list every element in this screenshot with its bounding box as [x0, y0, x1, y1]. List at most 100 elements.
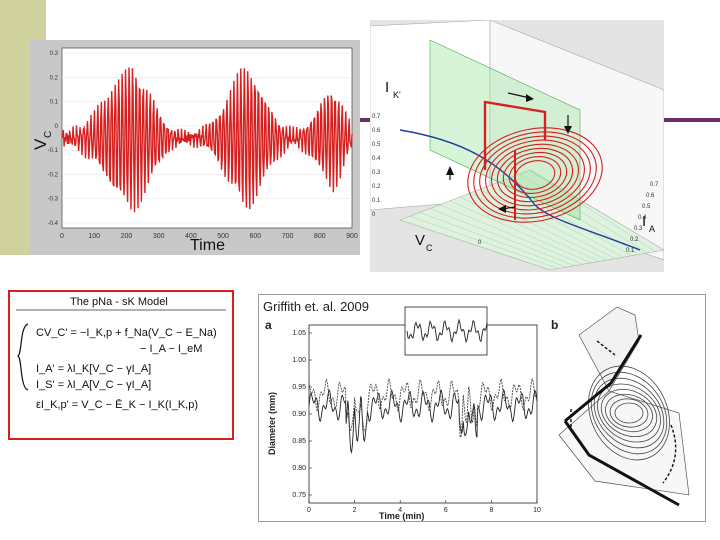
mesh-line — [499, 181, 631, 256]
mesh-line — [399, 219, 551, 271]
right-tick-label: 0.4 — [638, 215, 647, 221]
spiral-ring — [479, 135, 591, 215]
x-tick-label: 200 — [121, 233, 133, 240]
spiral-ring — [467, 127, 603, 223]
z-tick-label: 0.4 — [372, 156, 381, 162]
z-tick-label: 0 — [372, 212, 376, 218]
model-equations-svg: The pNa - sK Model CV_C' = −I_K,p + f_Na… — [16, 296, 226, 411]
y-tick-label: 1.00 — [292, 357, 306, 364]
x-tick-label: 500 — [217, 233, 229, 240]
eq4: εI_K,p' = V_C − Ē_K − I_K(I_K,p) — [36, 399, 198, 411]
arrowhead-left-bottom — [498, 205, 506, 213]
y-tick-label: -0.2 — [48, 172, 59, 178]
vc-label-sub: C — [426, 243, 433, 253]
z-tick-label: 0.3 — [372, 170, 381, 176]
b-heavy-curve-bottom — [563, 420, 680, 507]
b-spiral-ring — [597, 383, 661, 443]
right-tick-label: 0.2 — [630, 237, 639, 243]
b-spiral-ring — [588, 365, 670, 461]
griffith-svg: Griffith et. al. 2009 a b 1.05 1.00 0.95 0.… — [263, 299, 690, 521]
x-axis-label: Time — [190, 237, 225, 254]
x-tick-label: 6 — [444, 507, 448, 514]
b-arrow-right — [662, 424, 677, 484]
green-plane — [429, 39, 581, 221]
credit-text: Griffith et. al. 2009 — [263, 299, 369, 314]
x-tick-label: 0 — [307, 507, 311, 514]
inset-trace — [406, 318, 488, 344]
mesh-line — [479, 189, 615, 259]
y-tick-label: 0.80 — [292, 465, 306, 472]
mesh-line — [429, 208, 575, 266]
phase-3d-svg: 0.7 0.6 0.5 0.4 0.3 0.2 0.1 0 0.7 0.6 0.5 0.4 0.3 0.… — [369, 19, 665, 271]
spiral-ring — [485, 139, 585, 211]
diameter-trace-2 — [308, 377, 538, 438]
b-spiral-ring — [593, 377, 665, 449]
y-tick-label: -0.4 — [48, 221, 59, 227]
y-axis-label-sub: C — [43, 131, 54, 138]
mesh-line — [439, 204, 583, 265]
diameter-trace-1 — [308, 388, 538, 455]
arrowhead-down-right — [564, 126, 572, 134]
spiral-ring — [502, 151, 568, 199]
x-tick-label: 0 — [60, 233, 64, 240]
z-tick-label: 0.1 — [372, 198, 381, 204]
eq2: I_A' = λI_K[V_C − γI_A] — [36, 363, 151, 375]
ia-label-sub: A — [649, 224, 655, 234]
ia-label: I — [642, 213, 646, 230]
b-spiral-ring — [605, 393, 653, 433]
b-spiral-ring — [590, 371, 668, 455]
y-tick-label: 0 — [55, 124, 59, 130]
accent-line-right — [662, 118, 720, 122]
accent-line-left — [360, 118, 374, 122]
x-tick-label: 300 — [153, 233, 165, 240]
x-tick-label: 800 — [314, 233, 326, 240]
b-arrow-top — [596, 340, 616, 356]
right-tick-label: 0.3 — [634, 226, 643, 232]
right-tick-label: 0.5 — [642, 204, 651, 210]
model-title: The pNa - sK Model — [70, 296, 168, 308]
b-surface-bottom — [558, 390, 690, 496]
eq1b: − I_A − I_eM — [140, 343, 202, 355]
red-loop-upper — [483, 100, 547, 170]
y-tick-label: -0.1 — [48, 148, 59, 154]
ik-label: I — [385, 79, 389, 96]
y-axis-label-a: Diameter (mm) — [267, 392, 277, 455]
arrowhead-up-left — [446, 166, 454, 175]
y-tick-label: 0.3 — [50, 51, 59, 57]
b-spiral-ring — [614, 402, 644, 424]
model-equations-box: The pNa - sK Model CV_C' = −I_K,p + f_Na… — [8, 290, 234, 440]
b-heavy-curve-top — [564, 334, 643, 423]
right-tick-label: 0.6 — [646, 193, 655, 199]
b-surface-top — [578, 306, 640, 392]
x-tick-label: 900 — [346, 233, 358, 240]
vc-time-chart: 0.3 0.2 0.1 0 -0.1 -0.2 -0.3 -0.4 0 100 200 300 400… — [30, 40, 360, 255]
vc-label: V — [415, 232, 425, 249]
spiral-ring — [508, 156, 562, 194]
mesh-line — [409, 216, 559, 269]
eq1a: CV_C' = −I_K,p + f_Na(V_C − E_Na) — [36, 327, 217, 339]
inset-zoom — [404, 306, 488, 356]
eq3: I_S' = λI_A[V_C − γI_A] — [36, 379, 151, 391]
vc-time-svg: 0.3 0.2 0.1 0 -0.1 -0.2 -0.3 -0.4 0 100 200 300 400… — [31, 47, 358, 254]
phase-3d-chart: 0.7 0.6 0.5 0.4 0.3 0.2 0.1 0 0.7 0.6 0.5 0.4 0.3 0.… — [369, 19, 665, 272]
griffith-figure: Griffith et. al. 2009 a b 1.05 1.00 0.95 0.… — [258, 294, 706, 522]
y-tick-label: 0.75 — [292, 492, 306, 499]
y-tick-label: 0.85 — [292, 438, 306, 445]
z-tick-label: 0.7 — [372, 114, 381, 120]
x-tick-label: 400 — [185, 233, 197, 240]
b-spiral-ring — [609, 398, 649, 428]
spiral-ring — [473, 131, 597, 219]
panel-label-a: a — [265, 318, 272, 332]
y-tick-label: 0.90 — [292, 411, 306, 418]
y-tick-label: -0.3 — [48, 197, 59, 203]
mesh-line — [459, 197, 599, 262]
x-tick-label: 8 — [489, 507, 493, 514]
x-axis-label-a: Time (min) — [379, 511, 424, 521]
right-tick-label: 0.1 — [626, 248, 635, 254]
y-tick-label: 1.05 — [292, 330, 306, 337]
arrowhead-right-top — [526, 94, 534, 102]
y-axis-label: V — [31, 138, 50, 150]
panel-label-b: b — [551, 318, 558, 332]
mesh-line — [419, 212, 567, 268]
mesh-line — [449, 200, 591, 263]
